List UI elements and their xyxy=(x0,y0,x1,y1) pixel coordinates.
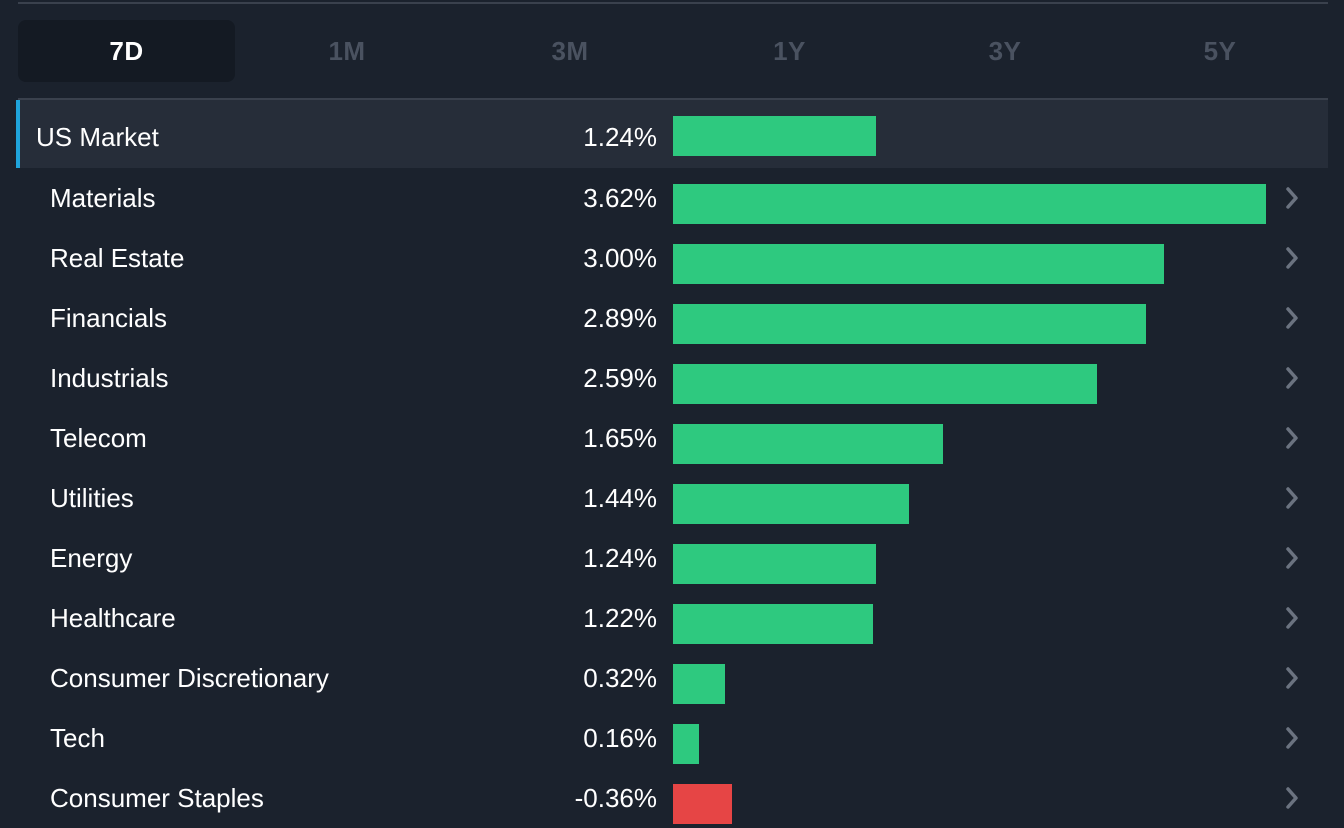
sector-value: 0.32% xyxy=(583,663,657,693)
chevron-right-icon[interactable] xyxy=(1282,664,1302,692)
tab-1y[interactable]: 1Y xyxy=(773,35,806,66)
sector-value: 2.89% xyxy=(583,303,657,333)
sector-value: 3.00% xyxy=(583,243,657,273)
tab-3y[interactable]: 3Y xyxy=(988,35,1022,66)
sector-value: 2.59% xyxy=(583,363,657,393)
sector-bar xyxy=(673,364,1097,404)
chevron-right-icon[interactable] xyxy=(1282,724,1302,752)
sector-label: Utilities xyxy=(50,483,134,513)
sector-value: 1.24% xyxy=(583,543,657,573)
market-row[interactable]: US Market 1.24% xyxy=(16,100,1328,168)
chevron-right-icon[interactable] xyxy=(1282,424,1302,452)
chevron-right-icon[interactable] xyxy=(1282,784,1302,812)
chevron-right-icon[interactable] xyxy=(1282,244,1302,272)
sector-label: Industrials xyxy=(50,363,169,393)
tab-3m[interactable]: 3M xyxy=(551,35,589,66)
sector-label: Consumer Staples xyxy=(50,783,264,813)
sector-row[interactable]: Financials 2.89% xyxy=(16,288,1328,348)
sector-row[interactable]: Energy 1.24% xyxy=(16,528,1328,588)
chevron-right-icon[interactable] xyxy=(1282,364,1302,392)
chevron-right-icon[interactable] xyxy=(1282,544,1302,572)
sector-value: 0.16% xyxy=(583,723,657,753)
sector-bar xyxy=(673,604,873,644)
sector-row[interactable]: Industrials 2.59% xyxy=(16,348,1328,408)
sector-label: Tech xyxy=(50,723,105,753)
sector-label: Telecom xyxy=(50,423,147,453)
sector-value: 1.22% xyxy=(583,603,657,633)
sector-bar xyxy=(673,544,876,584)
sector-label: Healthcare xyxy=(50,603,176,633)
sector-bar xyxy=(673,724,699,764)
sector-bar xyxy=(673,484,909,524)
tab-7d[interactable]: 7D xyxy=(18,20,235,82)
tab-1m[interactable]: 1M xyxy=(328,35,366,66)
sector-bar xyxy=(673,184,1266,224)
chevron-right-icon[interactable] xyxy=(1282,484,1302,512)
sector-label: Real Estate xyxy=(50,243,185,273)
sector-value: -0.36% xyxy=(574,783,657,813)
sector-bar xyxy=(673,784,732,824)
chevron-right-icon[interactable] xyxy=(1282,304,1302,332)
sector-label: Consumer Discretionary xyxy=(50,663,329,693)
market-value: 1.24% xyxy=(583,122,657,152)
top-divider xyxy=(18,2,1328,4)
sector-bar xyxy=(673,424,943,464)
sector-row[interactable]: Consumer Discretionary 0.32% xyxy=(16,648,1328,708)
timeframe-tabs: 7D 1M 3M 1Y 3Y 5Y xyxy=(18,20,1328,82)
tabs-divider xyxy=(18,98,1328,100)
sector-label: Materials xyxy=(50,183,156,213)
market-bar xyxy=(673,116,876,156)
sector-bar xyxy=(673,664,725,704)
sector-row[interactable]: Healthcare 1.22% xyxy=(16,588,1328,648)
sector-bar xyxy=(673,244,1164,284)
sector-value: 1.44% xyxy=(583,483,657,513)
sector-list: US Market 1.24% Materials 3.62% Real Estat… xyxy=(16,100,1328,828)
chevron-right-icon[interactable] xyxy=(1282,184,1302,212)
sector-row[interactable]: Telecom 1.65% xyxy=(16,408,1328,468)
sector-row[interactable]: Tech 0.16% xyxy=(16,708,1328,768)
sector-label: Financials xyxy=(50,303,168,333)
sector-row[interactable]: Materials 3.62% xyxy=(16,168,1328,228)
sector-row[interactable]: Utilities 1.44% xyxy=(16,468,1328,528)
sector-value: 3.62% xyxy=(583,183,657,213)
sector-label: Energy xyxy=(50,543,133,573)
tab-5y[interactable]: 5Y xyxy=(1203,35,1237,66)
sector-row[interactable]: Real Estate 3.00% xyxy=(16,228,1328,288)
sector-bar xyxy=(673,304,1146,344)
market-label: US Market xyxy=(36,122,159,152)
sector-value: 1.65% xyxy=(583,423,657,453)
sector-row[interactable]: Consumer Staples -0.36% xyxy=(16,768,1328,828)
chevron-right-icon[interactable] xyxy=(1282,604,1302,632)
